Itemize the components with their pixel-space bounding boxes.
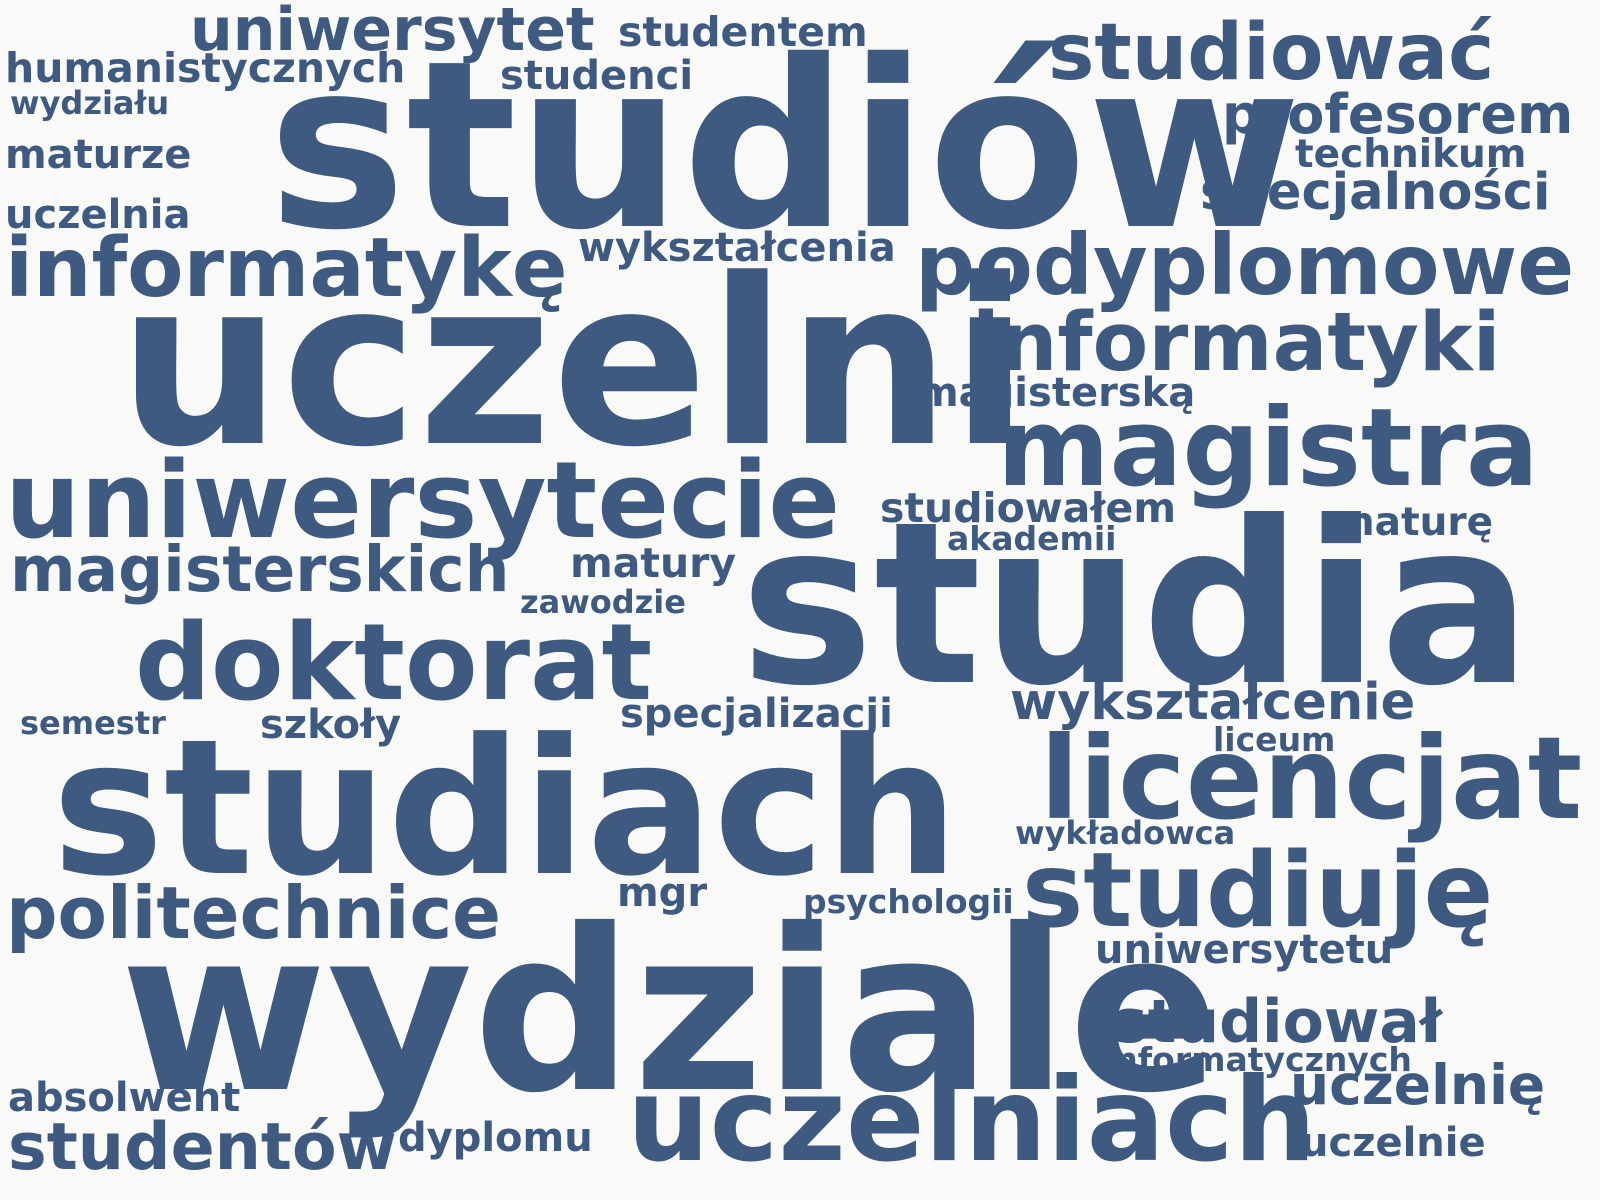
word-dyplomu: dyplomu [398, 1115, 593, 1161]
word-podyplomowe: podyplomowe [915, 216, 1575, 314]
word-wyksztalcenie: wykształcenie [1010, 673, 1416, 732]
word-studiow: studiów [268, 11, 1302, 281]
word-informatyke: informatykę [5, 221, 568, 316]
word-doktorat: doktorat [135, 601, 653, 724]
word-studentem: studentem [618, 8, 868, 56]
word-uczelni: uczelni [118, 231, 1030, 498]
word-magistra: magistra [997, 386, 1539, 511]
word-uczelnia: uczelnia [5, 192, 191, 238]
word-uniwersytecie: uniwersytecie [5, 439, 841, 562]
word-matury: matury [570, 539, 737, 587]
word-informatycznych: informatycznych [1103, 1040, 1412, 1079]
word-szkoly: szkoły [260, 702, 402, 748]
word-uniwersytet: uniwersytet [190, 0, 595, 65]
word-wydzialu: wydziału [10, 84, 170, 122]
word-mature: maturę [1334, 500, 1494, 545]
word-magisterskich: magisterskich [10, 533, 510, 606]
word-specjalnosci: specjalności [1200, 163, 1551, 222]
word-studentow: studentów [8, 1110, 397, 1185]
word-studiowal: studiował [1112, 987, 1443, 1057]
word-wydziale: wydziale [120, 881, 1221, 1142]
word-uczelniach: uczelniach [627, 1053, 1317, 1188]
word-politechnice: politechnice [6, 871, 501, 955]
word-studia: studia [740, 474, 1532, 736]
word-psychologii: psychologii [803, 882, 1014, 921]
word-zawodzie: zawodzie [520, 583, 686, 621]
word-profesorem: profesorem [1222, 83, 1574, 146]
word-informatyki: informatyki [972, 296, 1501, 390]
word-studenci: studenci [500, 53, 694, 99]
word-uniwersytetu: uniwersytetu [1095, 927, 1394, 973]
word-technikum: technikum [1295, 132, 1527, 177]
word-humanistycznych: humanistycznych [5, 44, 406, 92]
word-absolwent: absolwent [8, 1075, 241, 1121]
word-liceum: liceum [1213, 720, 1336, 759]
word-uczelnie-acc: uczelnię [1290, 1053, 1546, 1117]
word-studiowac: studiować [1048, 8, 1495, 98]
word-akademii: akademii [947, 519, 1117, 558]
word-semestr: semestr [20, 704, 166, 742]
word-wykladowca: wykładowca [1015, 814, 1236, 852]
word-uczelnie: uczelnie [1300, 1120, 1486, 1166]
word-licencjat: licencjat [1040, 712, 1583, 845]
word-maturze: maturze [5, 132, 192, 178]
word-wyksztalcenia: wykształcenia [578, 225, 896, 271]
word-magisterska: magisterską [917, 370, 1196, 416]
word-studiowalem: studiowałem [880, 484, 1177, 532]
word-mgr: mgr [617, 870, 708, 916]
word-specjalizacji: specjalizacji [620, 691, 893, 737]
word-studiuje: studiuję [1022, 831, 1494, 951]
word-studiach: studiach [52, 699, 959, 918]
